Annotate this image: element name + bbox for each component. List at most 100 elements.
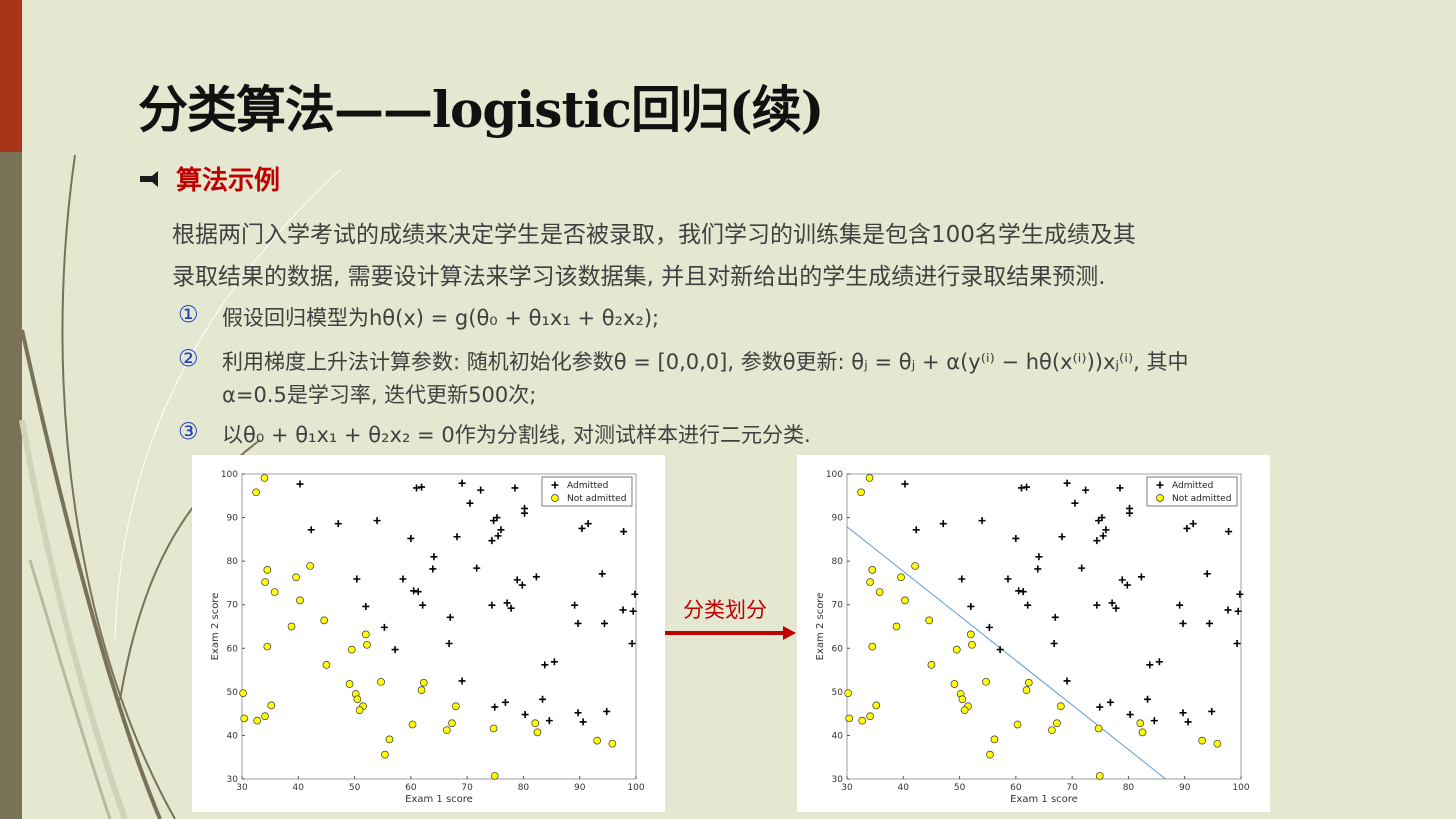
legend-marker <box>1156 481 1164 489</box>
point <box>322 660 331 669</box>
slide-title: 分类算法——logistic回归(续) <box>138 80 824 139</box>
point <box>410 587 418 595</box>
point <box>1176 601 1184 609</box>
point <box>1035 553 1043 561</box>
bullet-arrow <box>140 171 158 187</box>
point <box>1023 483 1031 491</box>
point <box>897 573 905 582</box>
decorative-curve <box>19 419 128 819</box>
point <box>986 750 994 759</box>
point <box>452 702 460 711</box>
point <box>892 622 901 631</box>
point <box>1099 532 1107 540</box>
y-tick-label: 70 <box>227 601 239 611</box>
point <box>1098 514 1106 522</box>
y-axis-label: Exam 2 score <box>210 593 221 661</box>
point <box>1150 717 1158 725</box>
point <box>261 578 269 586</box>
point <box>1012 534 1020 542</box>
point <box>978 517 986 525</box>
point <box>260 474 269 482</box>
point <box>550 658 558 666</box>
point <box>1096 703 1104 711</box>
point <box>1137 573 1145 581</box>
item-text: α=0.5是学习率, 迭代更新500次; <box>222 383 537 407</box>
point <box>603 707 611 715</box>
point <box>574 709 582 717</box>
point <box>1233 639 1241 647</box>
chart-panel <box>797 455 1270 812</box>
point <box>458 677 466 685</box>
point <box>380 623 388 631</box>
point <box>361 630 370 639</box>
point <box>497 526 505 534</box>
point <box>939 520 947 528</box>
y-tick-label: 80 <box>227 557 239 567</box>
point <box>267 701 276 710</box>
point <box>345 680 354 688</box>
point <box>1106 698 1114 706</box>
point <box>966 630 975 639</box>
point <box>408 720 417 729</box>
arrow-head <box>783 626 796 640</box>
point <box>925 616 934 625</box>
point <box>521 711 529 719</box>
item-text: 利用梯度上升法计算参数: 随机初始化参数θ = [0,0,0], 参数θ更新: … <box>222 350 1189 374</box>
x-tick-label: 80 <box>1123 783 1135 793</box>
decorative-curve <box>61 154 176 819</box>
point <box>533 728 542 737</box>
point <box>958 695 967 704</box>
point <box>399 575 407 583</box>
point <box>466 499 474 507</box>
y-axis-label: Exam 2 score <box>815 593 826 661</box>
y-tick-label: 90 <box>832 514 844 524</box>
point <box>458 479 466 487</box>
point <box>1205 619 1213 627</box>
point <box>866 712 874 721</box>
y-tick-label: 50 <box>832 688 844 698</box>
point <box>501 698 509 706</box>
legend-marker <box>551 494 559 502</box>
point <box>1236 590 1244 598</box>
point <box>1034 565 1042 573</box>
arrow-label: 分类划分 <box>683 598 767 622</box>
point <box>985 623 993 631</box>
chart-panel <box>192 455 665 812</box>
point <box>578 524 586 532</box>
point <box>967 602 975 610</box>
item-marker: ① <box>178 302 199 328</box>
x-tick-label: 50 <box>954 783 966 793</box>
point <box>1004 575 1012 583</box>
point <box>453 533 461 541</box>
point <box>1126 711 1134 719</box>
point <box>430 553 438 561</box>
point <box>1019 588 1027 596</box>
point <box>844 689 852 698</box>
point <box>958 575 966 583</box>
x-tick-label: 80 <box>518 783 530 793</box>
point <box>1203 570 1211 578</box>
section-heading: 算法示例 <box>176 166 281 196</box>
point <box>1189 520 1197 528</box>
point <box>1213 739 1222 748</box>
point <box>1094 724 1103 733</box>
x-tick-label: 90 <box>1179 783 1191 793</box>
point <box>1108 599 1116 607</box>
point <box>418 483 426 491</box>
accent-bar <box>0 0 22 152</box>
point <box>1208 707 1216 715</box>
decision-line <box>846 526 1166 780</box>
item-marker: ② <box>178 346 199 372</box>
point <box>1234 607 1242 615</box>
legend-label: Not admitted <box>567 494 626 504</box>
point <box>377 677 385 686</box>
x-tick-label: 30 <box>841 783 853 793</box>
point <box>857 488 865 497</box>
point <box>296 596 304 605</box>
point <box>287 622 296 631</box>
point <box>927 660 936 669</box>
point <box>539 695 547 703</box>
point <box>292 573 300 582</box>
